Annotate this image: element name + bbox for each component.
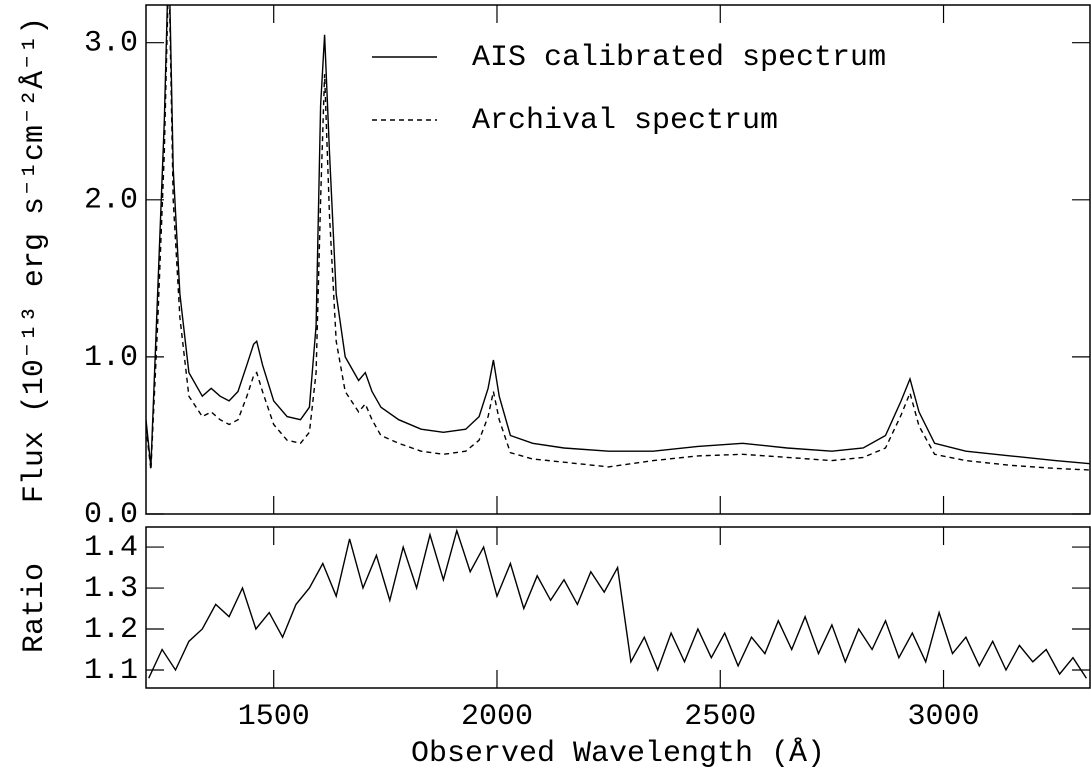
plot-area <box>148 528 1087 679</box>
x-tick-label: 3000 <box>908 700 980 734</box>
spectrum-line <box>148 528 1087 679</box>
y-tick-label: 1.4 <box>84 531 138 565</box>
bottom-panel-frame <box>145 526 1091 689</box>
top-panel-frame <box>145 4 1091 515</box>
x-tick-label: 1500 <box>238 700 310 734</box>
y-tick-label: 1.3 <box>84 572 138 606</box>
y-tick-label: 1.2 <box>84 613 138 647</box>
y-tick-label: 1.0 <box>84 341 138 375</box>
y-tick-label: 1.1 <box>84 654 138 688</box>
x-tick-label: 2500 <box>684 700 756 734</box>
legend-label: AIS calibrated spectrum <box>472 41 886 75</box>
spectrum-line <box>146 5 1091 471</box>
spectrum-line <box>146 5 1091 467</box>
y-axis-label: Ratio <box>18 563 52 653</box>
legend-label: Archival spectrum <box>472 104 778 138</box>
y-tick-label: 0.0 <box>84 498 138 532</box>
y-tick-label: 3.0 <box>84 27 138 61</box>
x-axis-label: Observed Wavelength (Å) <box>411 737 825 771</box>
y-axis-label: Flux (10⁻¹³ erg s⁻¹cm⁻²Å⁻¹) <box>18 17 52 503</box>
x-tick-label: 2000 <box>461 700 533 734</box>
plot-area <box>146 5 1091 471</box>
y-tick-label: 2.0 <box>84 184 138 218</box>
